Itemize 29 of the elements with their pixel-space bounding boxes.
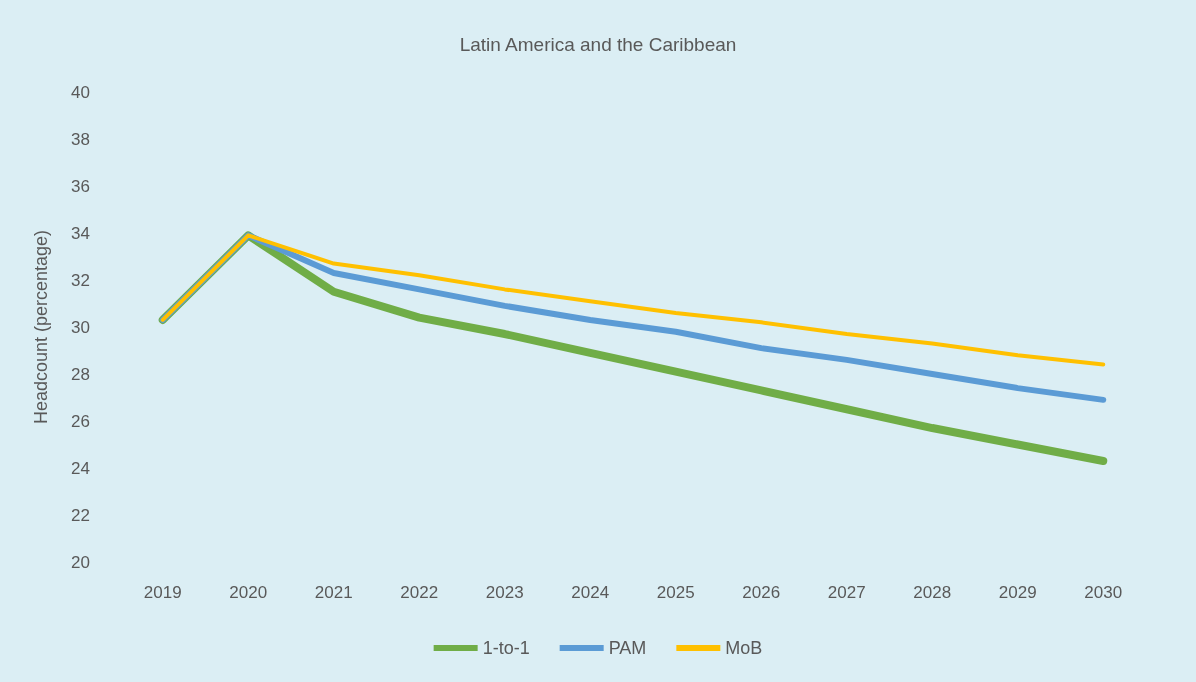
x-tick-label: 2024 [571, 583, 610, 602]
x-tick-label: 2026 [742, 583, 781, 602]
x-tick-label: 2027 [827, 583, 866, 602]
x-tick-label: 2025 [656, 583, 695, 602]
y-tick-label: 36 [71, 176, 90, 196]
x-tick-label: 2022 [400, 583, 439, 602]
chart-title: Latin America and the Caribbean [459, 34, 737, 55]
y-tick-label: 28 [71, 364, 90, 384]
x-tick-label: 2020 [229, 583, 268, 602]
y-tick-label: 26 [71, 411, 90, 431]
y-tick-label: 22 [71, 505, 90, 525]
y-axis-title: Headcount (percentage) [31, 229, 51, 425]
y-tick-label: 20 [71, 552, 90, 572]
y-tick-label: 24 [71, 458, 90, 478]
legend-label: 1-to-1 [482, 638, 530, 658]
x-tick-label: 2029 [998, 583, 1037, 602]
x-tick-label: 2019 [143, 583, 182, 602]
legend-label: MoB [725, 638, 763, 658]
line-series [160, 233, 1106, 367]
x-tick-label: 2023 [485, 583, 524, 602]
y-tick-label: 40 [71, 82, 90, 102]
x-tick-label: 2028 [913, 583, 952, 602]
y-tick-label: 34 [71, 223, 90, 243]
y-tick-label: 30 [71, 317, 90, 337]
x-tick-label: 2021 [314, 583, 353, 602]
y-tick-label: 32 [71, 270, 90, 290]
x-tick-label: 2030 [1084, 583, 1123, 602]
legend-label: PAM [608, 638, 647, 658]
y-tick-label: 38 [71, 129, 90, 149]
